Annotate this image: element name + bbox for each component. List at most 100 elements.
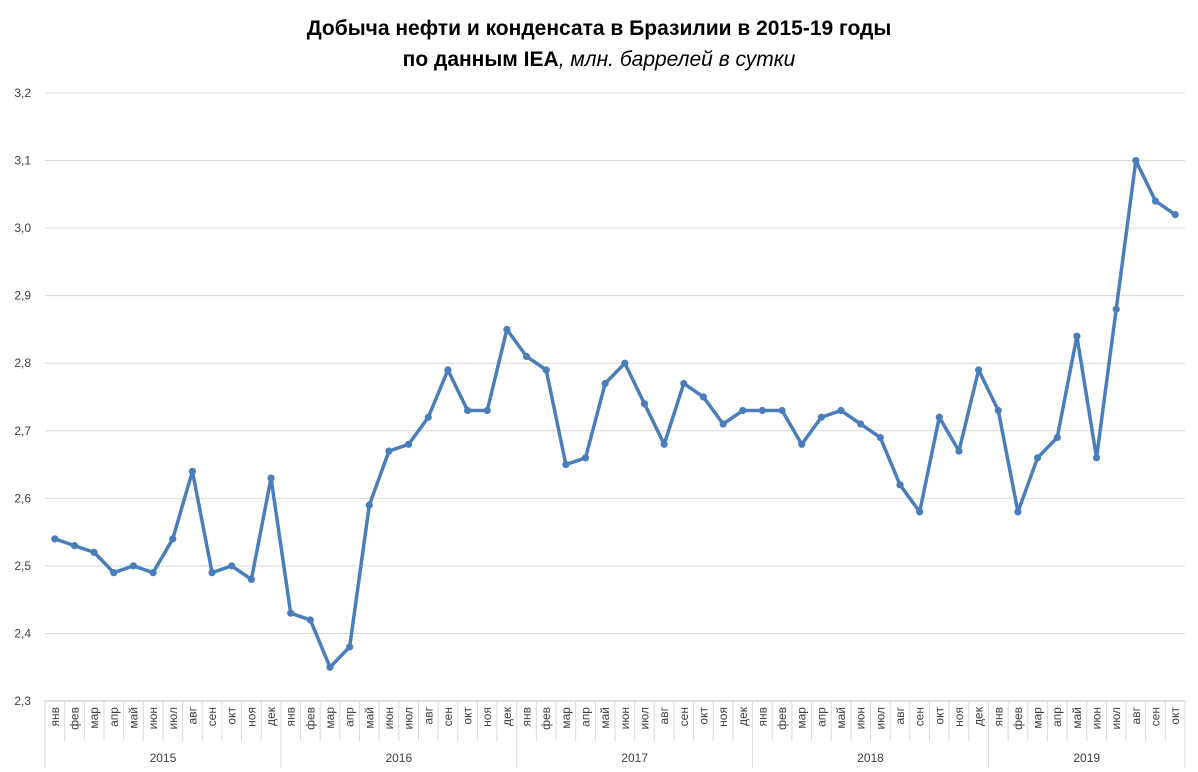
- x-tick-label: июл: [1109, 707, 1123, 729]
- data-point: [306, 616, 314, 624]
- x-tick-label: окт: [225, 707, 239, 725]
- data-point: [444, 366, 452, 374]
- x-tick-label: фев: [539, 707, 553, 730]
- data-point: [817, 413, 825, 421]
- data-point: [758, 406, 767, 415]
- y-tick-label: 3,0: [14, 221, 31, 235]
- data-point: [1033, 454, 1042, 462]
- data-point: [129, 562, 138, 570]
- subtitle-main: по данным IEA: [403, 48, 559, 71]
- data-point: [1092, 454, 1101, 462]
- y-tick-label: 2,7: [14, 424, 31, 438]
- x-tick-label: июн: [1090, 707, 1104, 729]
- year-label: 2019: [1073, 751, 1100, 765]
- data-point: [778, 406, 786, 415]
- data-point: [1132, 156, 1140, 165]
- data-line: [54, 158, 1177, 669]
- x-tick-label: сен: [441, 707, 455, 726]
- x-tick-label: окт: [1168, 707, 1182, 725]
- data-point: [385, 447, 393, 455]
- x-tick-label: май: [598, 707, 612, 729]
- x-tick-label: мар: [559, 707, 573, 729]
- data-point: [621, 359, 629, 367]
- x-tick-label: апр: [579, 707, 593, 727]
- year-label: 2015: [150, 751, 177, 765]
- data-point: [287, 609, 295, 617]
- y-tick-label: 3,2: [14, 86, 31, 100]
- x-tick-label: авг: [657, 706, 671, 724]
- data-point: [51, 535, 59, 543]
- data-point: [896, 481, 904, 489]
- x-tick-label: сен: [913, 707, 927, 726]
- data-point: [876, 433, 884, 442]
- y-tick-label: 2,3: [14, 694, 31, 708]
- data-point: [660, 440, 668, 448]
- data-point: [542, 366, 550, 374]
- data-point: [463, 406, 472, 415]
- x-tick-label: янв: [755, 707, 769, 727]
- x-tick-label: июн: [146, 707, 160, 729]
- data-point: [90, 548, 98, 556]
- data-point: [346, 643, 354, 651]
- x-tick-label: дек: [500, 706, 514, 726]
- data-point: [365, 501, 373, 509]
- x-tick-label: дек: [264, 706, 278, 726]
- x-tick-label: ноя: [480, 707, 494, 727]
- x-tick-label: дек: [972, 706, 986, 726]
- chart-subtitle: по данным IEA, млн. баррелей в сутки: [403, 48, 796, 71]
- x-tick-label: апр: [814, 707, 828, 727]
- data-point: [188, 467, 197, 475]
- y-tick-label: 2,9: [14, 289, 31, 303]
- x-tick-label: фев: [303, 707, 317, 730]
- data-point: [1053, 433, 1061, 442]
- x-tick-label: июл: [637, 707, 651, 729]
- data-point: [483, 406, 491, 415]
- data-point: [975, 366, 983, 374]
- x-tick-label: мар: [1031, 707, 1045, 729]
- x-tick-label: ноя: [244, 707, 258, 727]
- x-tick-label: июн: [618, 707, 632, 729]
- data-point: [640, 400, 649, 408]
- data-point: [601, 379, 609, 388]
- chart-title: Добыча нефти и конденсата в Бразилии в 2…: [307, 17, 892, 40]
- x-tick-label: июл: [166, 707, 180, 729]
- data-point: [405, 440, 413, 448]
- x-tick-label: июн: [382, 707, 396, 729]
- year-label: 2018: [857, 751, 884, 765]
- x-tick-label: фев: [775, 707, 789, 730]
- data-point: [110, 569, 118, 577]
- x-tick-label: май: [834, 707, 848, 729]
- data-point: [739, 406, 747, 415]
- data-point: [228, 562, 236, 570]
- x-tick-label: авг: [421, 706, 435, 724]
- data-point: [247, 575, 255, 584]
- data-point: [857, 420, 865, 428]
- data-point: [837, 406, 845, 415]
- data-point: [208, 569, 216, 577]
- x-tick-label: июл: [873, 707, 887, 729]
- x-tick-label: ноя: [716, 707, 730, 727]
- x-tick-label: янв: [520, 707, 534, 727]
- data-point: [719, 420, 727, 428]
- x-tick-label: сен: [677, 707, 691, 726]
- y-tick-label: 2,6: [14, 491, 31, 505]
- subtitle-note: , млн. баррелей в сутки: [559, 48, 796, 71]
- x-tick-label: мар: [323, 707, 337, 729]
- data-point: [1014, 508, 1022, 516]
- data-point: [522, 352, 531, 361]
- x-tick-label: сен: [205, 707, 219, 726]
- x-tick-label: мар: [795, 707, 809, 729]
- x-tick-label: окт: [461, 707, 475, 725]
- x-tick-label: янв: [284, 707, 298, 727]
- data-point: [581, 454, 590, 462]
- y-tick-label: 2,5: [14, 559, 31, 573]
- x-tick-label: фев: [67, 707, 81, 730]
- x-tick-label: апр: [1050, 707, 1064, 727]
- y-tick-label: 2,8: [14, 356, 31, 370]
- x-tick-label: май: [1070, 707, 1084, 729]
- x-tick-label: фев: [1011, 707, 1025, 730]
- x-tick-label: янв: [991, 707, 1005, 727]
- year-label: 2016: [385, 751, 412, 765]
- data-point: [424, 413, 432, 421]
